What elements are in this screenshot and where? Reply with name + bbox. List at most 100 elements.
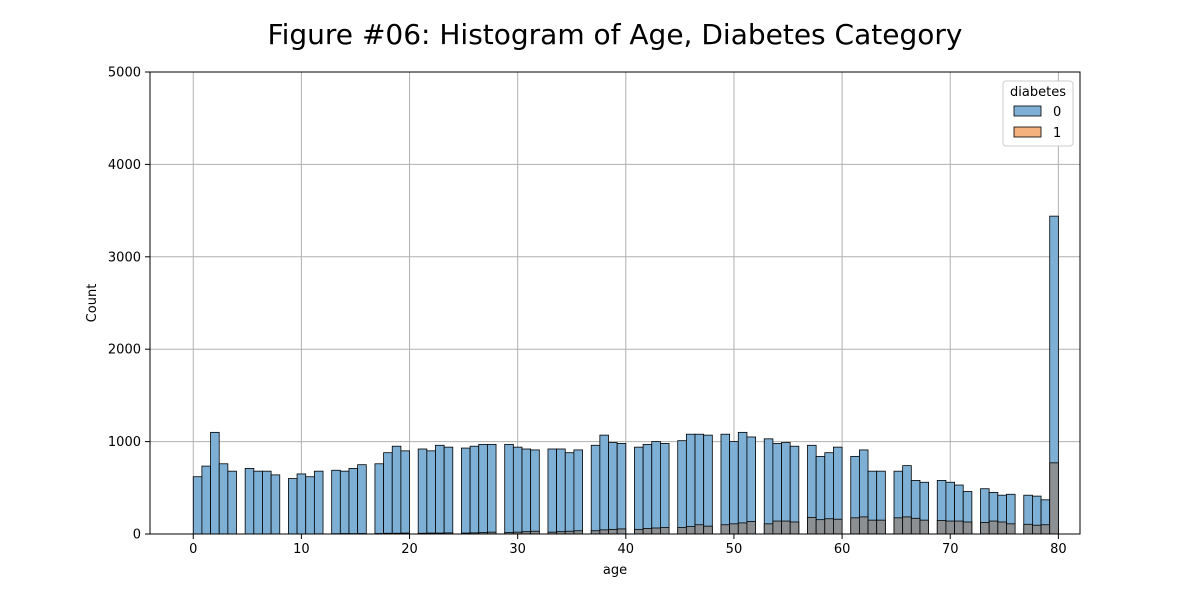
histogram-bar-diabetes-1 (850, 517, 860, 535)
histogram-bar-diabetes-0 (564, 452, 575, 535)
histogram-bar-diabetes-0 (746, 436, 756, 535)
legend-swatch-1 (1013, 126, 1042, 138)
histogram-bar-diabetes-0 (521, 448, 532, 535)
histogram-bar-diabetes-1 (876, 519, 886, 535)
histogram-bar-diabetes-0 (478, 443, 488, 535)
legend: diabetes 0 1 (1002, 80, 1074, 147)
histogram-bar-diabetes-0 (443, 446, 454, 535)
histogram-bar-diabetes-1 (902, 516, 912, 535)
histogram-bar-diabetes-0 (547, 448, 558, 535)
histogram-bar-diabetes-0 (469, 445, 480, 535)
x-tick-label: 60 (834, 542, 851, 557)
legend-label-1: 1 (1053, 126, 1061, 141)
histogram-bar-diabetes-0 (357, 464, 367, 535)
x-tick-label: 30 (509, 542, 526, 557)
histogram-bar-diabetes-0 (296, 473, 307, 535)
histogram-bar-diabetes-1 (772, 520, 782, 535)
histogram-bar-diabetes-0 (677, 440, 687, 535)
histogram-bar-diabetes-1 (1023, 523, 1033, 535)
histogram-bar-diabetes-0 (660, 443, 670, 535)
y-tick-label: 2000 (108, 343, 141, 358)
histogram-bar-diabetes-1 (789, 521, 800, 535)
histogram-bar-diabetes-1 (599, 529, 609, 535)
histogram-bar-diabetes-1 (1040, 524, 1051, 535)
histogram-bar-diabetes-1 (919, 519, 930, 535)
histogram-bar-diabetes-1 (1032, 524, 1042, 535)
histogram-bar-diabetes-1 (729, 523, 739, 535)
histogram-bar-diabetes-1 (945, 520, 955, 535)
histogram-bar-diabetes-0 (262, 470, 272, 535)
histogram-bar-diabetes-0 (253, 470, 263, 535)
histogram-bar-diabetes-1 (936, 520, 947, 535)
histogram-bar-diabetes-0 (781, 442, 791, 535)
histogram-bar-diabetes-0 (720, 433, 731, 535)
legend-swatch-0 (1013, 105, 1042, 117)
histogram-bar-diabetes-0 (400, 450, 410, 535)
histogram-bar-diabetes-1 (833, 518, 843, 535)
histogram-bar-diabetes-1 (694, 524, 705, 535)
histogram-bar-diabetes-0 (192, 476, 203, 535)
histogram-bar-diabetes-0 (244, 467, 255, 535)
histogram-bar-diabetes-0 (288, 478, 298, 535)
histogram-bar-diabetes-0 (737, 431, 748, 535)
histogram-bar-diabetes-0 (573, 449, 583, 535)
histogram-bar-diabetes-0 (530, 449, 540, 535)
y-tick-label: 5000 (108, 66, 141, 81)
histogram-bar-diabetes-0 (789, 445, 800, 535)
histogram-bar-diabetes-1 (660, 527, 670, 535)
histogram-bar-diabetes-0 (556, 448, 566, 535)
histogram-bar-diabetes-1 (642, 528, 653, 535)
histogram-bar-diabetes-0 (694, 433, 705, 535)
histogram-bar-diabetes-0 (642, 443, 653, 535)
histogram-bar-diabetes-1 (1006, 523, 1016, 535)
y-tick-label: 3000 (108, 250, 141, 265)
x-tick-label: 10 (293, 542, 310, 557)
histogram-bars (192, 215, 1059, 535)
histogram-bar-diabetes-1 (858, 516, 869, 535)
histogram-bar-diabetes-0 (461, 447, 471, 535)
histogram-bar-diabetes-0 (201, 465, 211, 535)
histogram-bar-diabetes-0 (210, 431, 220, 535)
histogram-bar-diabetes-0 (703, 434, 713, 535)
histogram-bar-diabetes-1 (893, 517, 904, 535)
histogram-bar-diabetes-0 (651, 441, 661, 535)
histogram-bar-diabetes-0 (270, 474, 281, 535)
histogram-bar-diabetes-0 (218, 463, 229, 535)
histogram-bar-diabetes-0 (435, 444, 445, 535)
histogram-bar-diabetes-0 (486, 443, 497, 535)
histogram-bar-diabetes-0 (512, 446, 523, 535)
x-tick-label: 50 (726, 542, 743, 557)
histogram-bar-diabetes-0 (504, 443, 514, 535)
histogram-bar-diabetes-0 (599, 434, 609, 535)
histogram-bar-diabetes-1 (737, 522, 748, 535)
histogram-bar-diabetes-0 (772, 443, 782, 535)
histogram-bar-diabetes-0 (426, 450, 436, 535)
histogram-bar-diabetes-1 (685, 526, 696, 535)
y-tick-label: 0 (133, 528, 141, 543)
chart-title: Figure #06: Histogram of Age, Diabetes C… (268, 18, 963, 51)
histogram-bar-diabetes-0 (590, 444, 601, 535)
histogram-bar-diabetes-0 (634, 446, 644, 535)
histogram-bar-diabetes-1 (781, 520, 791, 535)
histogram-bar-diabetes-1 (815, 519, 826, 535)
histogram-bar-diabetes-0 (729, 441, 739, 535)
plot-area-frame (149, 71, 1081, 535)
histogram-bar-diabetes-1 (988, 520, 999, 535)
histogram-bar-diabetes-0 (374, 463, 384, 535)
histogram-bar-diabetes-0 (685, 433, 696, 535)
histogram-bar-diabetes-0 (305, 476, 315, 535)
x-tick-label: 20 (401, 542, 418, 557)
x-tick-label: 40 (618, 542, 635, 557)
histogram-bar-diabetes-0 (417, 448, 428, 535)
histogram-bar-diabetes-1 (997, 521, 1007, 535)
histogram-bar-diabetes-1 (1049, 462, 1059, 535)
histogram-bar-diabetes-0 (383, 452, 393, 535)
histogram-bar-diabetes-1 (763, 523, 774, 535)
histogram-bar-diabetes-1 (720, 524, 731, 535)
histogram-bar-diabetes-1 (807, 516, 817, 535)
histogram-bar-diabetes-0 (339, 470, 350, 535)
histogram-bar-diabetes-1 (910, 517, 921, 535)
histogram-bar-diabetes-1 (980, 522, 990, 535)
histogram-bar-diabetes-1 (651, 527, 661, 535)
